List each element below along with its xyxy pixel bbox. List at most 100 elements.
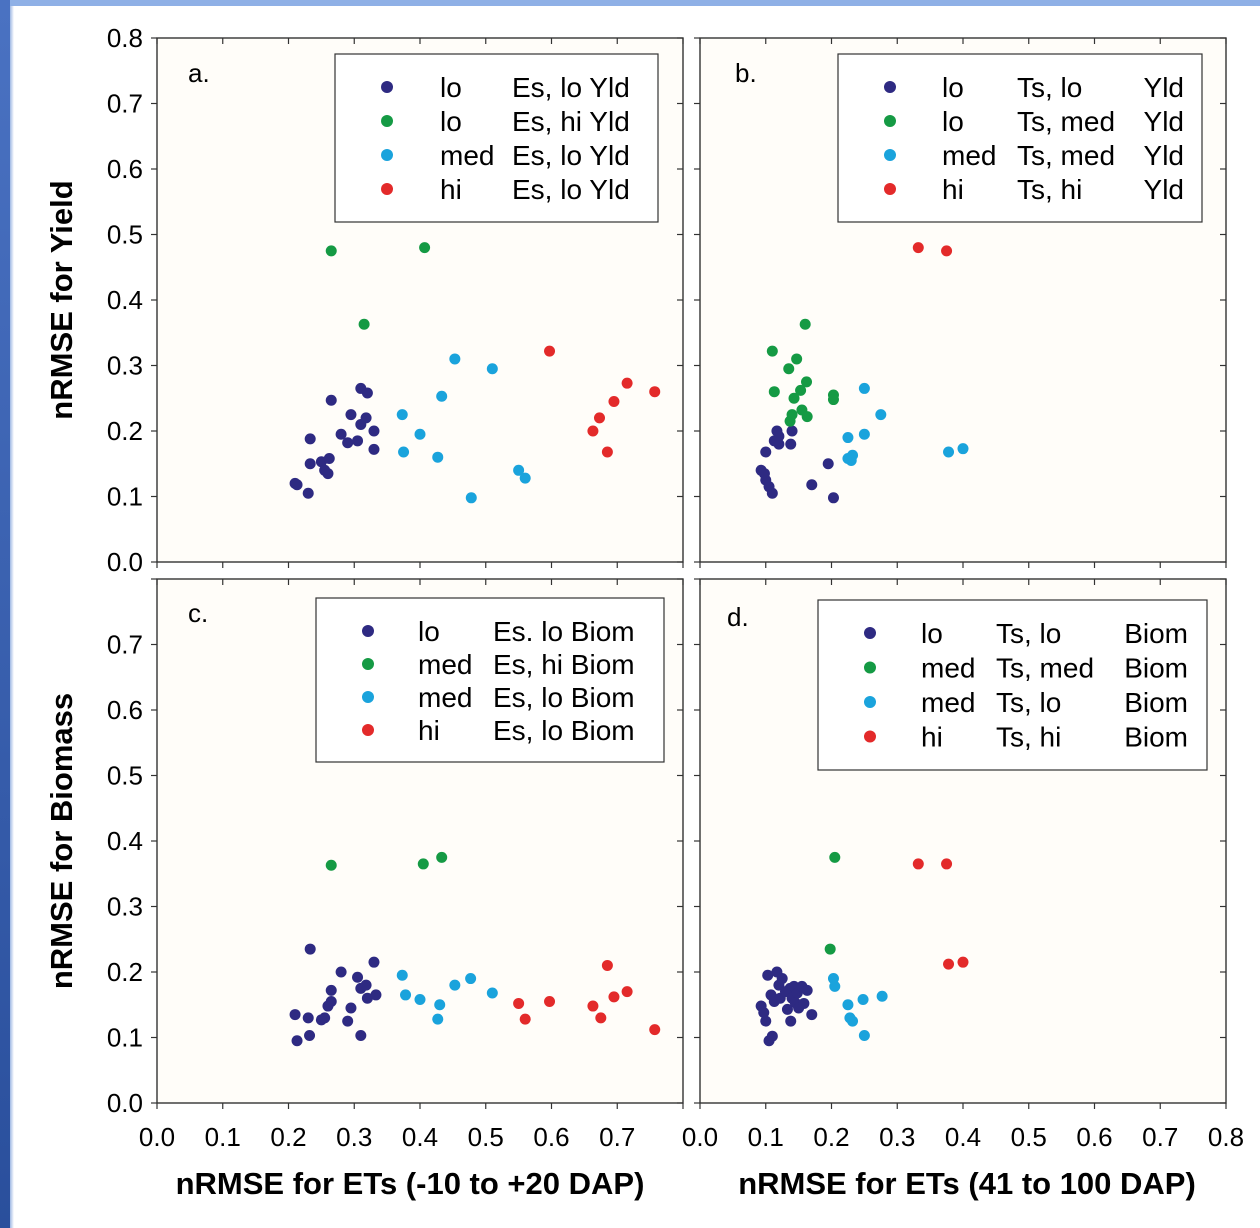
data-point (360, 979, 372, 991)
data-point (847, 449, 859, 461)
data-point (436, 851, 448, 863)
data-point (322, 468, 334, 480)
data-point (941, 858, 953, 870)
data-point (358, 318, 370, 330)
panel-label: a. (188, 58, 210, 88)
x-tick-label: 0.5 (1011, 1122, 1047, 1152)
legend-text: hi (942, 174, 964, 205)
data-point (858, 382, 870, 394)
panel-label: b. (735, 58, 757, 88)
data-point (608, 991, 620, 1003)
data-point (304, 943, 316, 955)
data-point (544, 995, 556, 1007)
legend-text: Es, lo Yld (512, 174, 630, 205)
data-point (943, 958, 955, 970)
legend-marker (381, 183, 393, 195)
data-point (842, 432, 854, 444)
y-tick-label: 0.2 (107, 416, 143, 446)
data-point (449, 353, 461, 365)
data-point (857, 994, 869, 1006)
legend-marker (864, 696, 876, 708)
legend-text: Yld (1144, 174, 1184, 205)
data-point (876, 990, 888, 1002)
legend-marker (884, 149, 896, 161)
data-point (806, 1009, 818, 1021)
y-tick-label: 0.2 (107, 957, 143, 987)
data-point (396, 969, 408, 981)
data-point (768, 386, 780, 398)
data-point (432, 451, 444, 463)
data-point (827, 492, 839, 504)
data-point (801, 376, 813, 388)
data-point (414, 428, 426, 440)
legend-box (315, 597, 665, 763)
data-point (957, 956, 969, 968)
data-point (847, 1015, 859, 1027)
left-accent-bar (0, 0, 10, 1228)
data-point (760, 446, 772, 458)
data-point (773, 430, 785, 442)
data-point (325, 245, 337, 257)
y-tick-label: 0.7 (107, 630, 143, 660)
legend-marker (884, 183, 896, 195)
data-point (544, 345, 556, 357)
legend-text: lo (942, 72, 964, 103)
data-point (649, 386, 661, 398)
legend-text: Yld (1144, 140, 1184, 171)
data-point (291, 479, 303, 491)
data-point (465, 492, 477, 504)
x-tick-label: 0.3 (336, 1122, 372, 1152)
x-tick-label: 0.4 (945, 1122, 981, 1152)
data-point (786, 409, 798, 421)
data-point (335, 966, 347, 978)
data-point (595, 1012, 607, 1024)
legend-marker (381, 81, 393, 93)
x-tick-label: 0.7 (599, 1122, 635, 1152)
x-tick-label: 0.2 (270, 1122, 306, 1152)
data-point (414, 994, 426, 1006)
data-point (649, 1024, 661, 1036)
x-tick-label: 0.0 (682, 1122, 718, 1152)
data-point (621, 986, 633, 998)
x-tick-label: 0.4 (402, 1122, 438, 1152)
legend-text: med (942, 140, 996, 171)
data-point (304, 458, 316, 470)
y-axis-title: nRMSE for Yield (44, 180, 79, 419)
legend-text: lo (942, 106, 964, 137)
data-point (335, 428, 347, 440)
data-point (323, 453, 335, 465)
legend-marker (362, 724, 374, 736)
data-point (417, 858, 429, 870)
data-point (361, 992, 373, 1004)
y-tick-label: 0.6 (107, 695, 143, 725)
legend-text: lo (440, 72, 462, 103)
data-point (325, 984, 337, 996)
data-point (400, 989, 412, 1001)
top-accent-bar (0, 0, 1260, 6)
data-point (766, 487, 778, 499)
data-point (325, 859, 337, 871)
x-tick-label: 0.1 (205, 1122, 241, 1152)
legend-text: Ts, med (996, 653, 1094, 684)
legend-marker (381, 115, 393, 127)
data-point (801, 411, 813, 423)
y-tick-label: 0.1 (107, 482, 143, 512)
data-point (352, 971, 364, 983)
data-point (449, 979, 461, 991)
data-point (766, 345, 778, 357)
legend-text: lo (440, 106, 462, 137)
y-tick-label: 0.0 (107, 1088, 143, 1118)
legend-marker (362, 658, 374, 670)
legend-text: Es, lo Yld (512, 140, 630, 171)
data-point (325, 995, 337, 1007)
data-point (291, 1035, 303, 1047)
data-point (519, 1013, 531, 1025)
legend-marker (864, 627, 876, 639)
legend-box (837, 53, 1203, 223)
data-point (842, 999, 854, 1011)
data-point (304, 433, 316, 445)
data-point (368, 443, 380, 455)
data-point (783, 363, 795, 375)
x-axis-title: nRMSE for ETs (41 to 100 DAP) (738, 1166, 1196, 1201)
legend-text: Ts, hi (996, 722, 1061, 753)
